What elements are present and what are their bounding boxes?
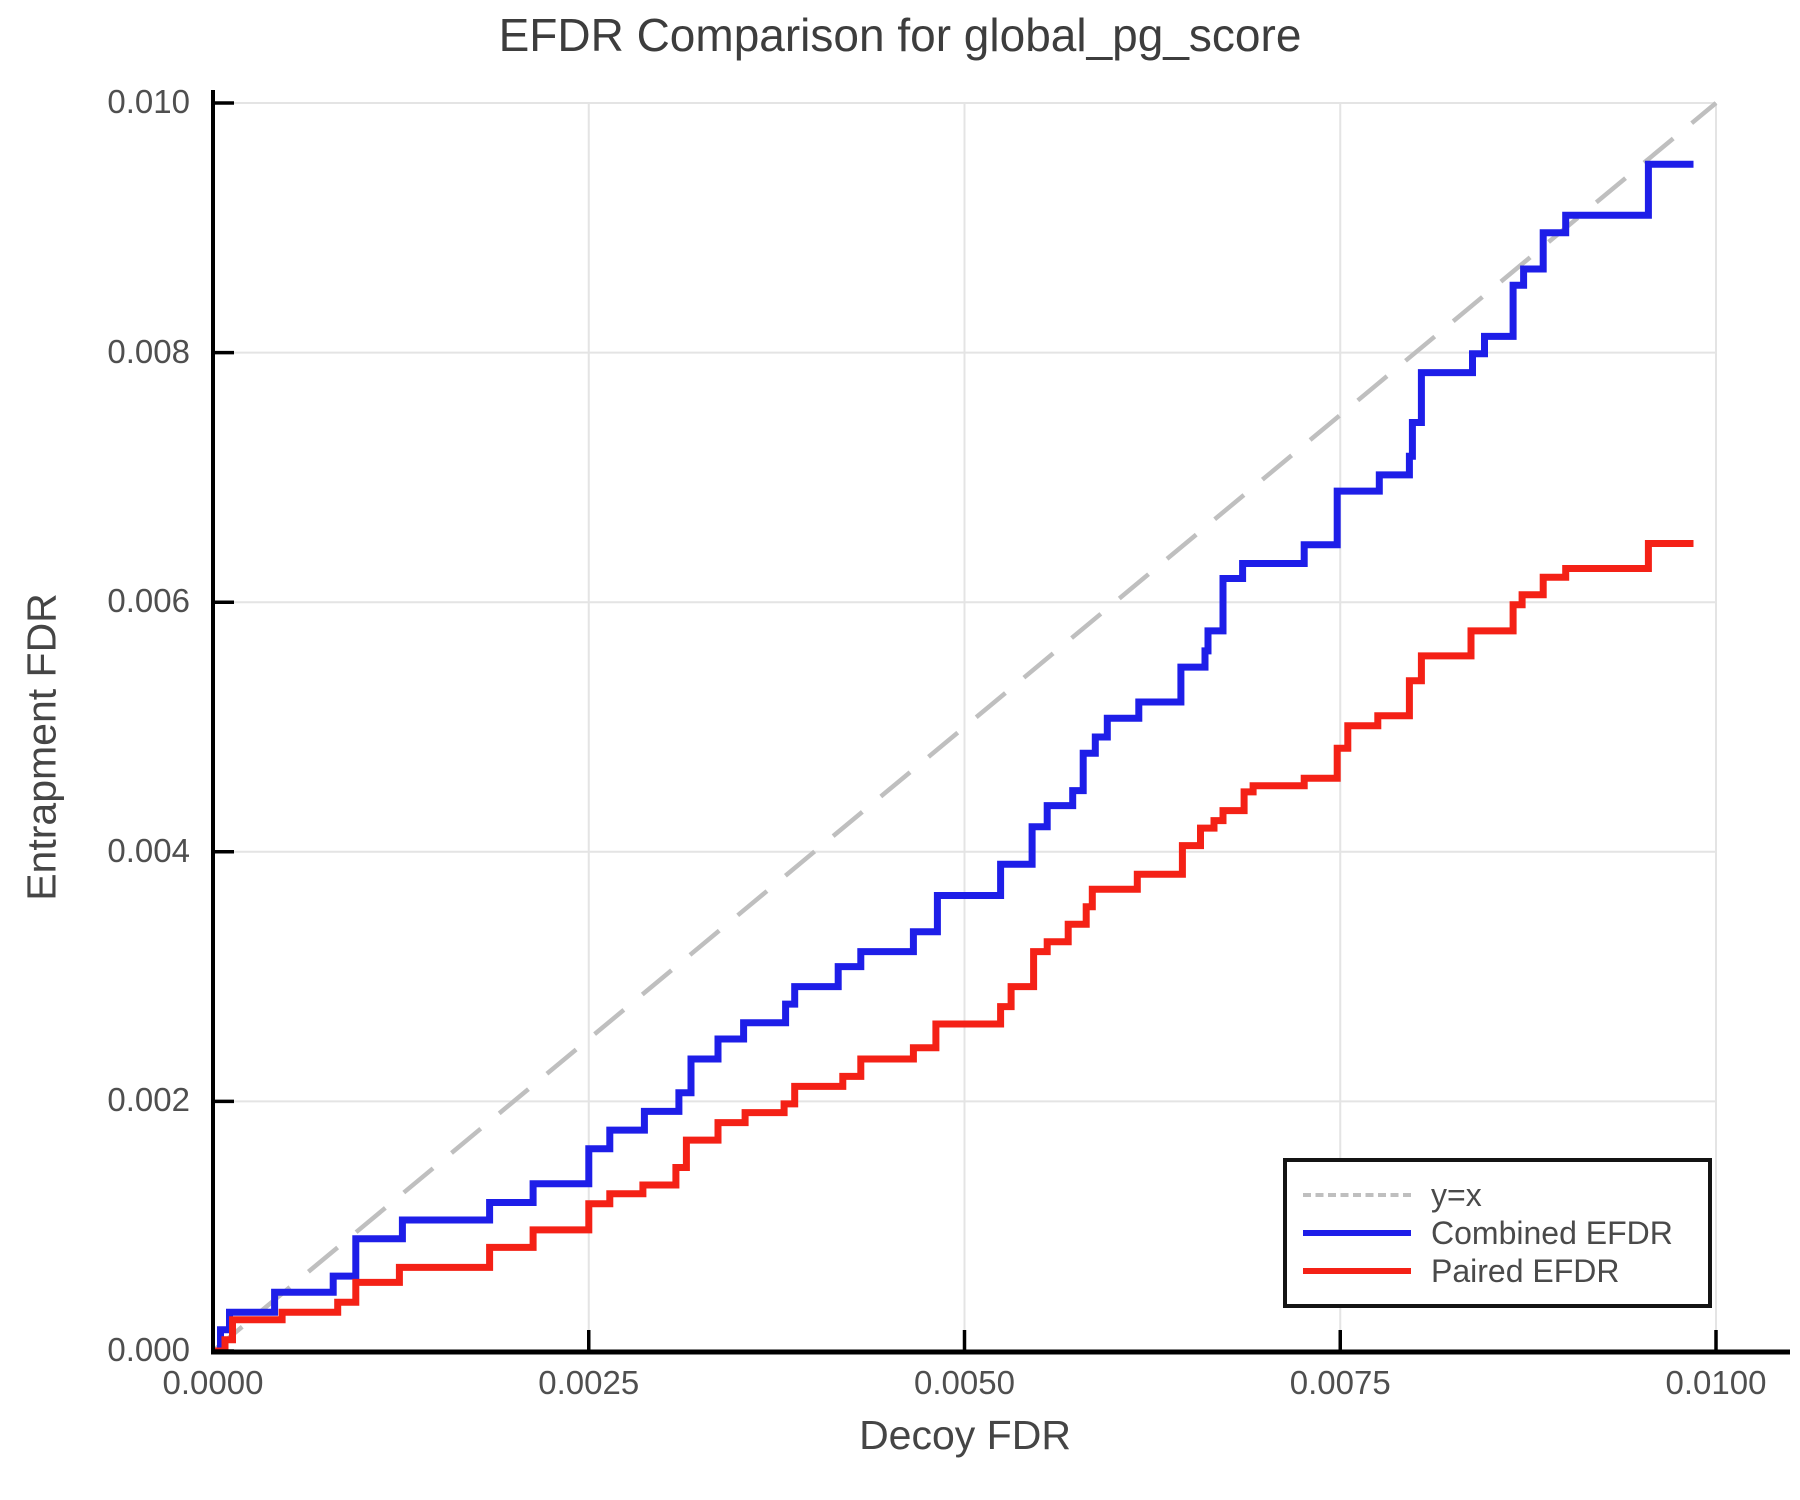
paired-line-sample (1303, 1267, 1411, 1275)
series-combined-efdr (213, 160, 1694, 1355)
legend-entry-yx: y=x (1303, 1176, 1708, 1214)
x-tick-label: 0.0000 (162, 1364, 264, 1401)
legend-label-paired: Paired EFDR (1431, 1252, 1620, 1289)
series-paired-efdr (213, 540, 1694, 1355)
legend: y=x Combined EFDR Paired EFDR (1283, 1158, 1712, 1308)
x-tick-label: 0.0100 (1665, 1364, 1767, 1401)
y-tick-label: 0.000 (107, 1331, 190, 1368)
y-tick-label: 0.006 (107, 582, 190, 620)
x-tick-label: 0.0025 (538, 1364, 640, 1401)
y-tick-label: 0.004 (107, 831, 190, 869)
legend-label-yx: y=x (1431, 1176, 1482, 1213)
y-axis-label: Entrapment FDR (18, 593, 65, 901)
y-tick-label: 0.002 (107, 1081, 190, 1119)
series-y-x (211, 101, 1718, 1353)
y-tick-label: 0.008 (107, 332, 190, 370)
x-tick-label: 0.0050 (914, 1364, 1015, 1401)
y-tick-label: 0.010 (107, 83, 190, 120)
x-tick-label: 0.0075 (1289, 1364, 1391, 1401)
chart-title: EFDR Comparison for global_pg_score (498, 9, 1302, 61)
legend-entry-paired: Paired EFDR (1303, 1252, 1708, 1290)
legend-label-combined: Combined EFDR (1431, 1214, 1673, 1251)
x-axis-label: Decoy FDR (859, 1412, 1071, 1458)
identity-line-sample (1303, 1193, 1411, 1197)
legend-entry-combined: Combined EFDR (1303, 1214, 1708, 1252)
combined-line-sample (1303, 1229, 1411, 1237)
